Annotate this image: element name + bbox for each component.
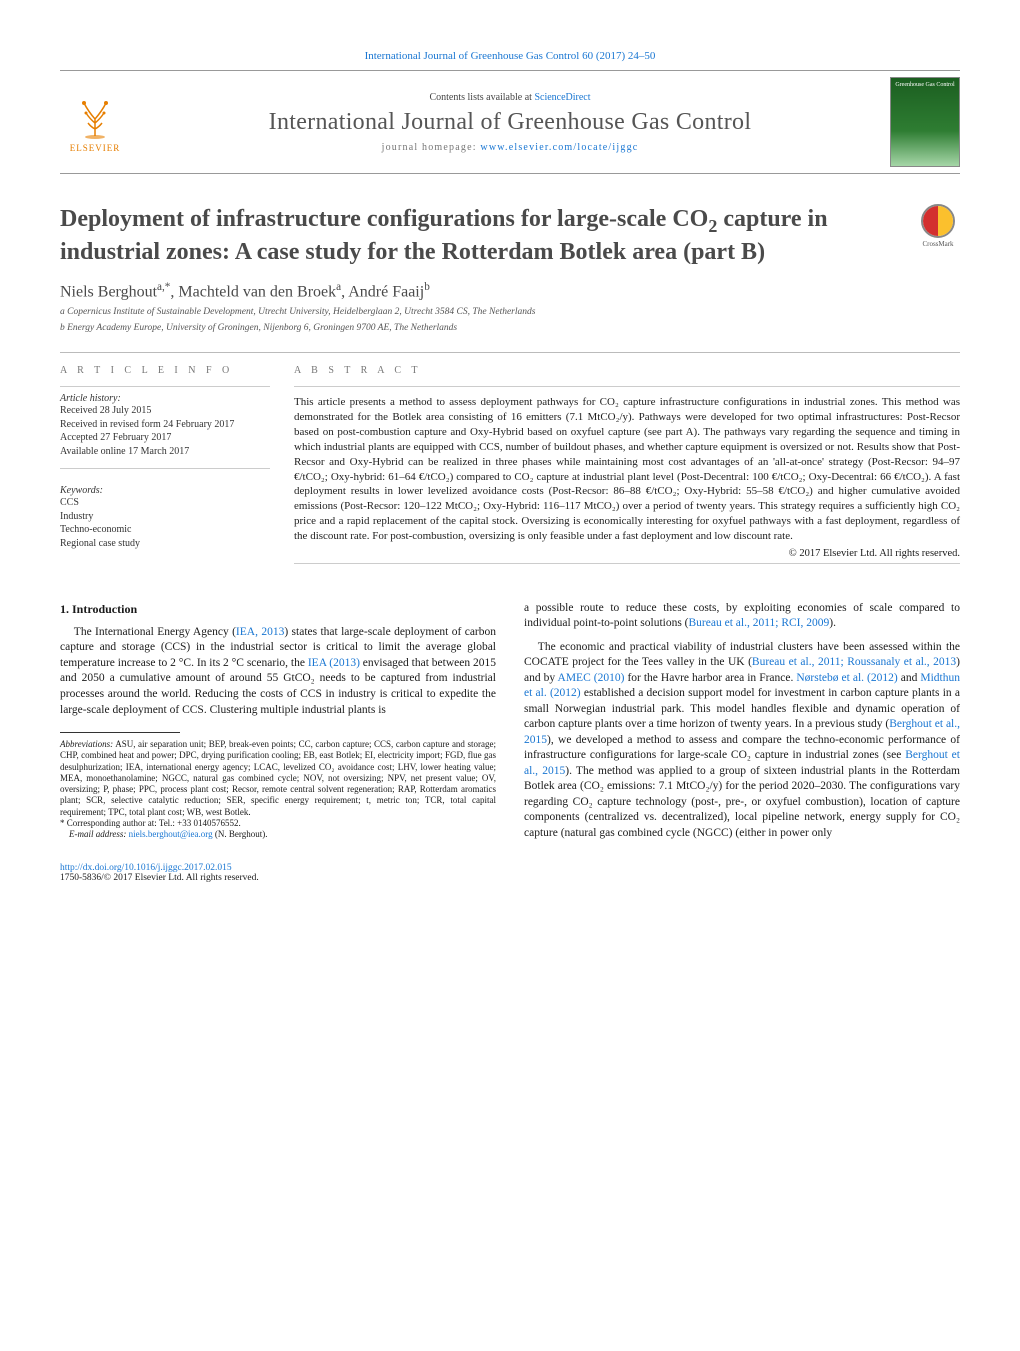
body-text: The International Energy Agency ( — [74, 626, 236, 638]
body-text: ). The method was applied to a group of … — [524, 765, 960, 839]
corresponding-author-footnote: * Corresponding author at: Tel.: +33 014… — [60, 818, 496, 829]
keyword: CCS — [60, 496, 270, 510]
article-info-sidebar: A R T I C L E I N F O Article history: R… — [60, 365, 270, 563]
divider — [294, 563, 960, 564]
history-revised: Received in revised form 24 February 201… — [60, 418, 270, 432]
history-online: Available online 17 March 2017 — [60, 445, 270, 459]
publisher-logo: ELSEVIER — [60, 87, 130, 157]
footnote-label: Abbreviations: — [60, 739, 113, 749]
keyword: Techno-economic — [60, 523, 270, 537]
citation-link[interactable]: AMEC (2010) — [558, 672, 625, 684]
crossmark-icon — [921, 204, 955, 238]
contents-line: Contents lists available at ScienceDirec… — [130, 92, 890, 103]
author-3: , André Faaij — [341, 284, 424, 301]
author-list: Niels Berghouta,*, Machteld van den Broe… — [60, 281, 960, 301]
keyword: Regional case study — [60, 537, 270, 551]
body-columns: 1. Introduction The International Energy… — [60, 601, 960, 850]
citation-link[interactable]: Bureau et al., 2011; RCI, 2009 — [689, 617, 830, 629]
footnote-label: E-mail address: — [69, 829, 126, 839]
homepage-prefix: journal homepage: — [382, 142, 481, 153]
journal-cover-thumbnail: Greenhouse Gas Control — [890, 77, 960, 167]
cover-text: Greenhouse Gas Control — [895, 82, 954, 89]
article-title: Deployment of infrastructure configurati… — [60, 204, 906, 267]
author-2: , Machteld van den Broek — [170, 284, 336, 301]
body-text: ), we developed a method to assess and c… — [524, 734, 960, 762]
journal-reference: International Journal of Greenhouse Gas … — [60, 50, 960, 62]
author-1-affil: a,* — [157, 281, 170, 293]
affiliation-b: b Energy Academy Europe, University of G… — [60, 322, 960, 334]
divider — [60, 468, 270, 469]
homepage-link[interactable]: www.elsevier.com/locate/ijggc — [480, 142, 638, 153]
keyword: Industry — [60, 510, 270, 524]
crossmark-badge[interactable]: CrossMark — [916, 204, 960, 248]
contents-prefix: Contents lists available at — [429, 92, 534, 103]
section-title: 1. Introduction — [60, 601, 496, 617]
header-bar: ELSEVIER Contents lists available at Sci… — [60, 70, 960, 174]
history-accepted: Accepted 27 February 2017 — [60, 431, 270, 445]
divider — [60, 352, 960, 353]
title-subscript: 2 — [708, 216, 717, 236]
elsevier-tree-icon — [70, 91, 120, 141]
abstract-text: This article presents a method to assess… — [294, 395, 960, 543]
journal-name: International Journal of Greenhouse Gas … — [130, 109, 890, 136]
affiliation-a: a Copernicus Institute of Sustainable De… — [60, 306, 960, 318]
email-link[interactable]: niels.berghout@iea.org — [129, 829, 213, 839]
abstract-block: A B S T R A C T This article presents a … — [294, 365, 960, 563]
author-3-affil: b — [424, 281, 430, 293]
body-text: and — [898, 672, 921, 684]
divider — [294, 386, 960, 387]
publisher-name: ELSEVIER — [70, 143, 121, 153]
author-1: Niels Berghout — [60, 284, 157, 301]
footnote-separator — [60, 732, 180, 733]
citation-link[interactable]: IEA (2013) — [308, 657, 360, 669]
citation-link[interactable]: Nørstebø et al. (2012) — [796, 672, 897, 684]
divider — [60, 386, 270, 387]
abstract-copyright: © 2017 Elsevier Ltd. All rights reserved… — [294, 548, 960, 559]
body-text: for the Havre harbor area in France. — [624, 672, 796, 684]
citation-link[interactable]: IEA, 2013 — [236, 626, 284, 638]
crossmark-label: CrossMark — [922, 240, 953, 248]
sciencedirect-link[interactable]: ScienceDirect — [534, 92, 590, 103]
email-footnote: E-mail address: niels.berghout@iea.org (… — [60, 829, 496, 840]
citation-link[interactable]: Bureau et al., 2011; Roussanaly et al., … — [752, 656, 956, 668]
title-part1: Deployment of infrastructure configurati… — [60, 206, 708, 232]
body-paragraph: The International Energy Agency (IEA, 20… — [60, 625, 496, 718]
body-paragraph: a possible route to reduce these costs, … — [524, 601, 960, 632]
homepage-line: journal homepage: www.elsevier.com/locat… — [130, 142, 890, 153]
keywords-head: Keywords: — [60, 485, 270, 496]
abstract-heading: A B S T R A C T — [294, 365, 960, 376]
body-text: ). — [829, 617, 836, 629]
page-footer: http://dx.doi.org/10.1016/j.ijggc.2017.0… — [60, 863, 960, 883]
abbreviations-footnote: Abbreviations: ASU, air separation unit;… — [60, 739, 496, 818]
history-head: Article history: — [60, 393, 270, 404]
history-received: Received 28 July 2015 — [60, 404, 270, 418]
footnote-text: (N. Berghout). — [213, 829, 268, 839]
issn-copyright: 1750-5836/© 2017 Elsevier Ltd. All right… — [60, 873, 960, 883]
article-info-heading: A R T I C L E I N F O — [60, 365, 270, 376]
footnote-text: ASU, air separation unit; BEP, break-eve… — [60, 739, 496, 817]
doi-link[interactable]: http://dx.doi.org/10.1016/j.ijggc.2017.0… — [60, 863, 232, 873]
body-paragraph: The economic and practical viability of … — [524, 640, 960, 842]
